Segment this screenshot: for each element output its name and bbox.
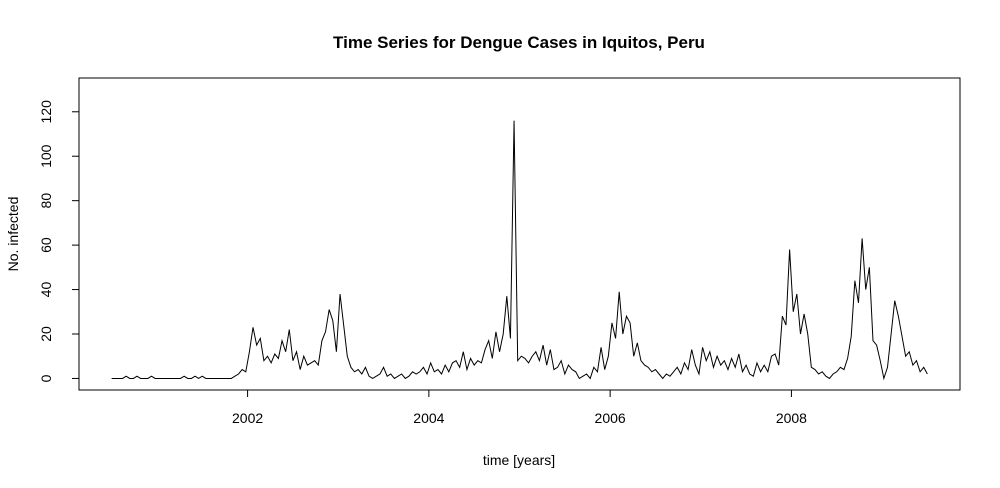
data-line [111, 120, 928, 381]
y-tick-label: 80 [38, 193, 54, 209]
x-tick-label: 2008 [776, 410, 807, 426]
x-tick-label: 2006 [595, 410, 626, 426]
chart-title: Time Series for Dengue Cases in Iquitos,… [333, 33, 705, 52]
y-tick-label: 20 [38, 326, 54, 342]
y-tick-label: 0 [38, 374, 54, 382]
y-axis-label: No. infected [5, 197, 21, 272]
y-tick-label: 60 [38, 237, 54, 253]
x-axis-label: time [years] [483, 452, 555, 468]
y-tick-label: 120 [38, 100, 54, 124]
y-tick-label: 40 [38, 282, 54, 298]
x-tick-label: 2004 [413, 410, 444, 426]
y-tick-label: 100 [38, 144, 54, 168]
plot-box [78, 77, 961, 391]
x-tick-label: 2002 [232, 410, 263, 426]
